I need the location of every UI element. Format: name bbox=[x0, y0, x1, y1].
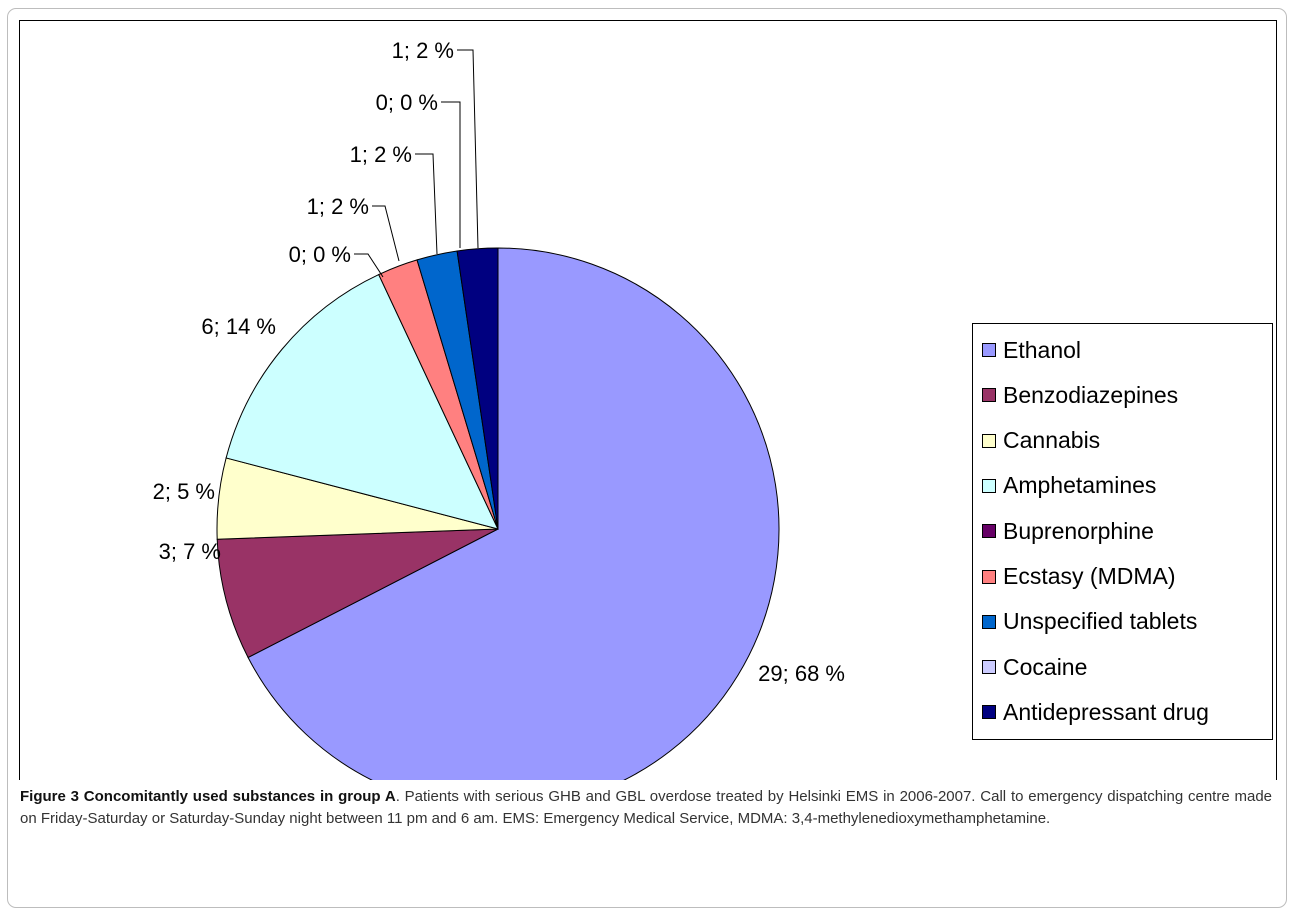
pie-slice-benzodiazepines bbox=[216, 528, 499, 659]
legend-label: Benzodiazepines bbox=[1003, 381, 1179, 408]
data-label-cannabis: 2; 5 % bbox=[153, 479, 215, 504]
leader-line-antidepressant-drug bbox=[457, 49, 479, 249]
figure-caption: Figure 3 Concomitantly used substances i… bbox=[20, 786, 1272, 830]
data-label-ethanol: 29; 68 % bbox=[758, 661, 845, 686]
caption-text: . Patients with serious GHB and GBL over… bbox=[20, 788, 1272, 827]
data-label-antidepressant-drug: 1; 2 % bbox=[392, 38, 454, 63]
legend-label: Buprenorphine bbox=[1003, 517, 1154, 544]
pie-slice-amphetamines bbox=[225, 273, 499, 530]
legend-swatch bbox=[982, 569, 996, 584]
legend-label: Cannabis bbox=[1003, 427, 1101, 454]
legend-swatch bbox=[982, 660, 996, 675]
legend-item-unspecified-tablets: Unspecified tablets bbox=[982, 602, 1197, 642]
legend-item-cannabis: Cannabis bbox=[982, 421, 1100, 461]
legend-label: Ethanol bbox=[1003, 336, 1082, 363]
legend-item-antidepressant-drug: Antidepressant drug bbox=[982, 692, 1209, 732]
legend-item-amphetamines: Amphetamines bbox=[982, 466, 1156, 506]
legend-label: Amphetamines bbox=[1003, 472, 1157, 499]
legend: Ethanol Benzodiazepines Cannabis Amphetamin… bbox=[972, 323, 1273, 740]
data-label-unspecified-tablets: 1; 2 % bbox=[350, 142, 412, 167]
leader-line-ecstasy-mdma bbox=[372, 205, 400, 262]
data-label-ecstasy-mdma: 1; 2 % bbox=[307, 194, 369, 219]
pie-slice-antidepressant-drug bbox=[456, 247, 499, 530]
legend-item-ecstasy-mdma: Ecstasy (MDMA) bbox=[982, 557, 1176, 597]
leader-line-buprenorphine bbox=[354, 253, 384, 278]
legend-item-cocaine: Cocaine bbox=[982, 647, 1087, 687]
legend-swatch bbox=[982, 433, 996, 448]
pie-chart: 29; 68 % 3; 7 % 2; 5 % 6; 14 % 0; 0 % 1; 2 % 1… bbox=[153, 38, 845, 780]
data-label-buprenorphine: 0; 0 % bbox=[289, 242, 351, 267]
caption-title: Figure 3 Concomitantly used substances i… bbox=[20, 788, 396, 805]
data-label-amphetamines: 6; 14 % bbox=[201, 314, 276, 339]
legend-swatch bbox=[982, 478, 996, 493]
legend-swatch bbox=[982, 614, 996, 629]
legend-swatch bbox=[982, 388, 996, 403]
legend-label: Unspecified tablets bbox=[1003, 608, 1198, 635]
leader-line-cocaine bbox=[441, 101, 461, 248]
legend-label: Cocaine bbox=[1003, 653, 1088, 680]
legend-item-benzodiazepines: Benzodiazepines bbox=[982, 375, 1178, 415]
chart-area: 29; 68 % 3; 7 % 2; 5 % 6; 14 % 0; 0 % 1; 2 % 1… bbox=[19, 20, 1277, 780]
pie-slice-ethanol bbox=[247, 247, 780, 780]
legend-swatch bbox=[982, 343, 996, 357]
leader-line-unspecified-tablets bbox=[415, 153, 438, 255]
data-label-cocaine: 0; 0 % bbox=[376, 90, 438, 115]
data-label-benzodiazepines: 3; 7 % bbox=[159, 539, 221, 564]
legend-swatch bbox=[982, 705, 996, 720]
legend-swatch bbox=[982, 524, 996, 539]
legend-label: Ecstasy (MDMA) bbox=[1003, 563, 1176, 589]
legend-item-buprenorphine: Buprenorphine bbox=[982, 511, 1154, 551]
legend-item-ethanol: Ethanol bbox=[982, 330, 1081, 370]
legend-label: Antidepressant drug bbox=[1003, 698, 1209, 725]
